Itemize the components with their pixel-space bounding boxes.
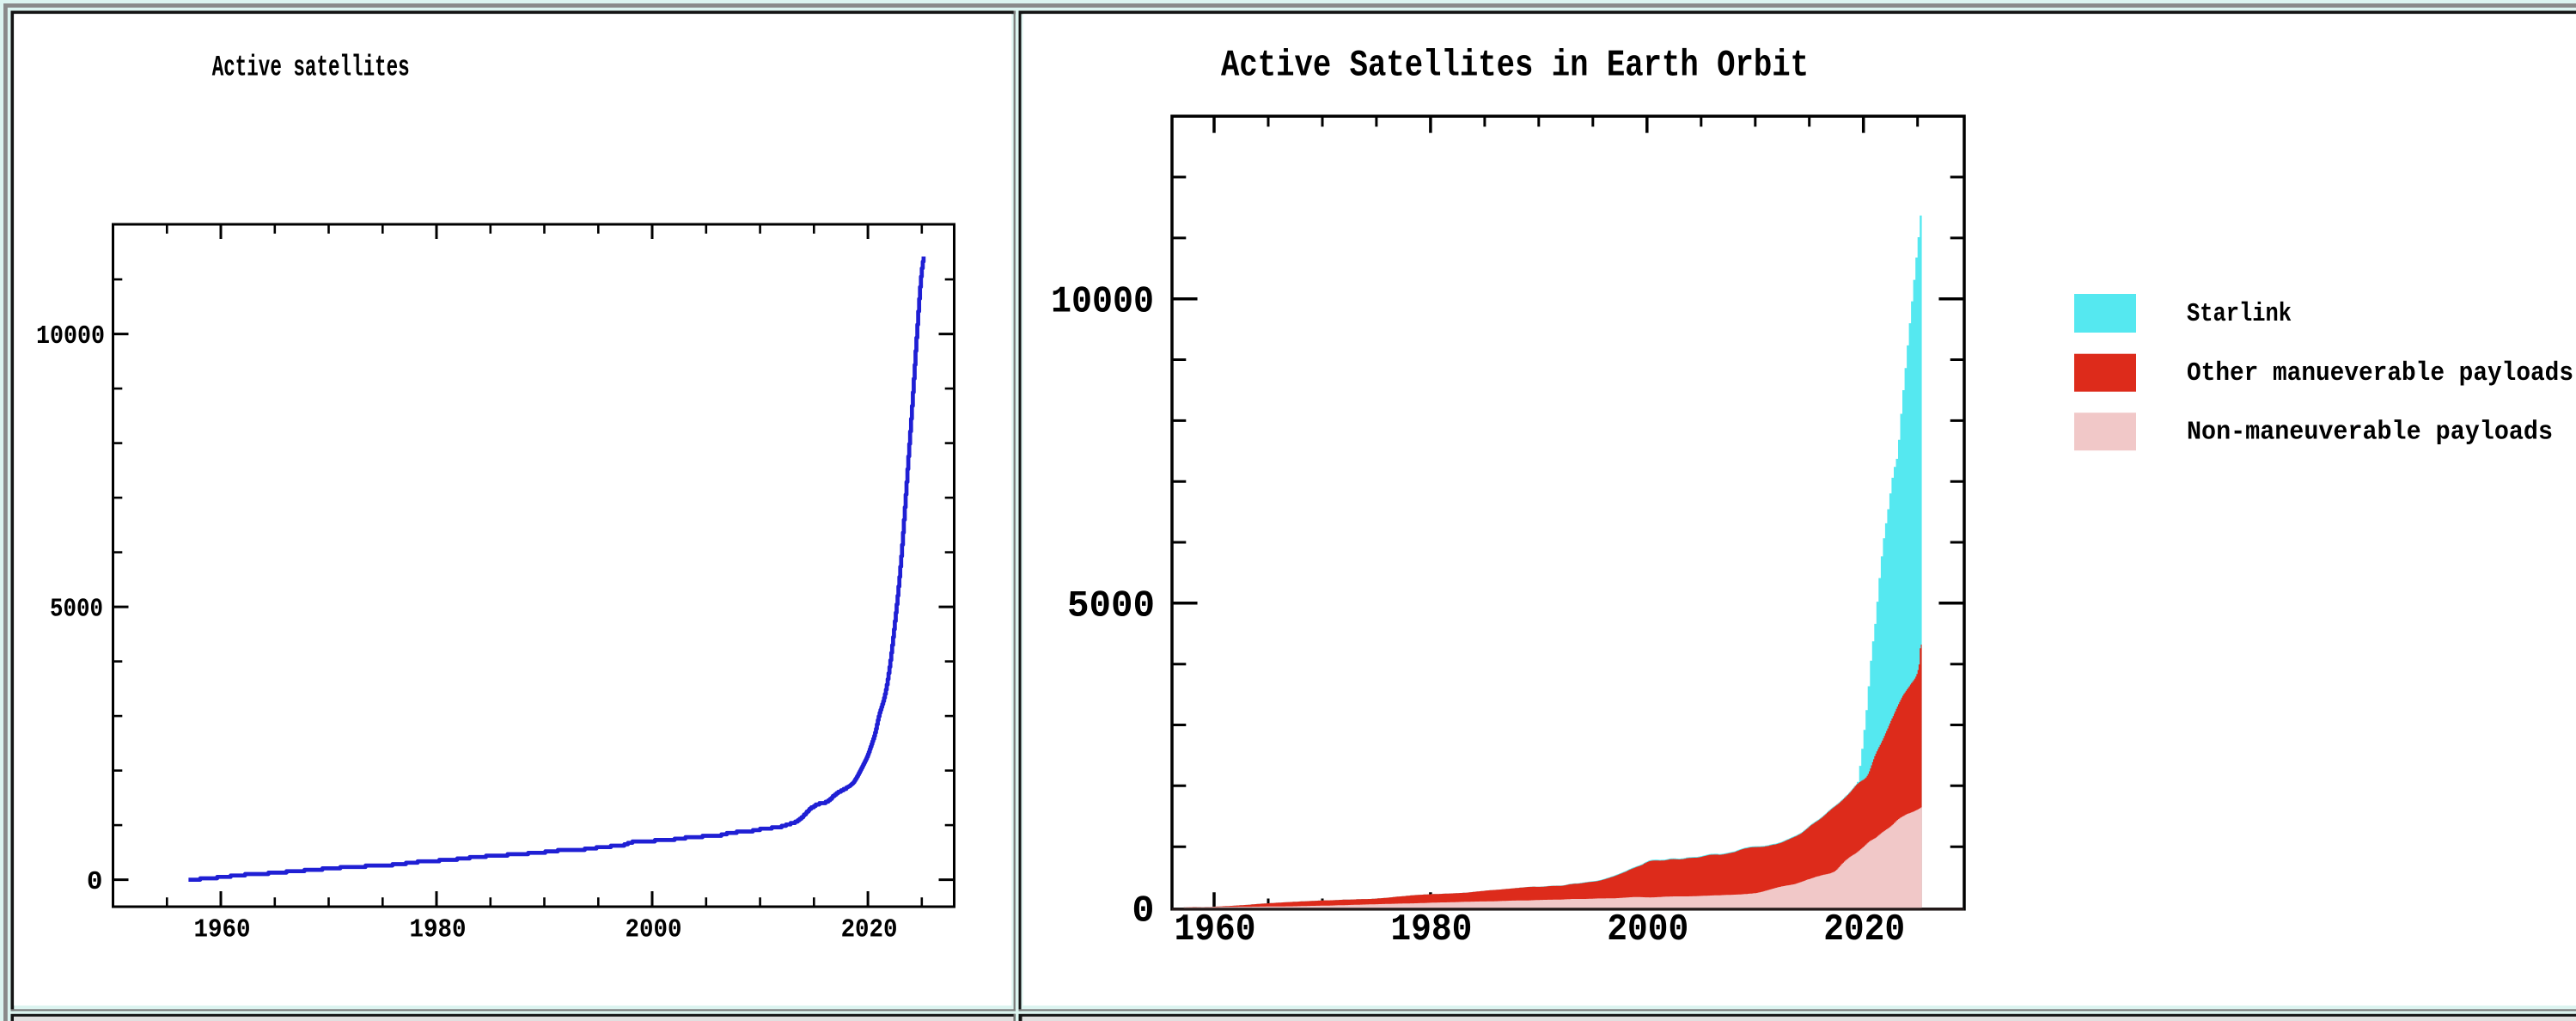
- svg-text:2020: 2020: [1823, 909, 1905, 951]
- svg-text:1960: 1960: [1175, 909, 1256, 951]
- svg-text:2020: 2020: [841, 915, 898, 945]
- svg-text:2000: 2000: [1607, 909, 1688, 951]
- svg-text:0: 0: [87, 867, 103, 897]
- svg-text:Non-maneuverable payloads: Non-maneuverable payloads: [2187, 419, 2553, 448]
- svg-text:5000: 5000: [1067, 585, 1155, 627]
- svg-text:Active Satellites in Earth Orb: Active Satellites in Earth Orbit: [1221, 45, 1809, 87]
- svg-text:2000: 2000: [626, 915, 682, 945]
- svg-text:10000: 10000: [36, 321, 105, 352]
- svg-text:10000: 10000: [1051, 281, 1154, 323]
- svg-text:5000: 5000: [50, 595, 103, 625]
- svg-text:Active satellites: Active satellites: [212, 52, 410, 85]
- svg-text:0: 0: [1132, 891, 1154, 933]
- svg-text:1960: 1960: [194, 915, 251, 945]
- svg-text:1980: 1980: [1390, 909, 1472, 951]
- svg-text:Other manueverable payloads: Other manueverable payloads: [2187, 359, 2573, 388]
- svg-text:Starlink: Starlink: [2187, 300, 2292, 329]
- svg-text:1980: 1980: [410, 915, 467, 945]
